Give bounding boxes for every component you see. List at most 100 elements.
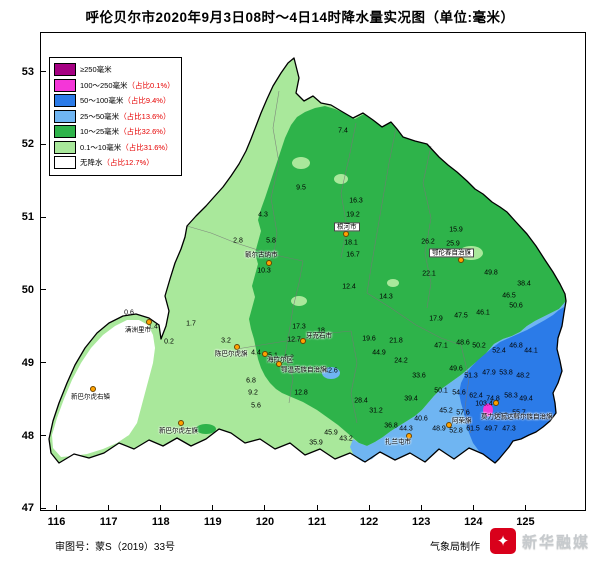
place-label: 海拉尔区 <box>267 356 293 364</box>
place-dot <box>406 433 412 439</box>
map-patch-green <box>196 424 216 434</box>
precip-value: 17.3 <box>292 323 306 331</box>
map-region-green <box>249 106 566 446</box>
precip-value: 51.3 <box>464 372 478 380</box>
legend-item: 10～25毫米 （占比32.6%） <box>54 124 175 140</box>
legend-swatch <box>54 63 76 77</box>
precip-value: 103.4 <box>475 400 493 408</box>
x-axis: 116 117 118 119 120 121 122 123 124 125 <box>42 514 586 532</box>
y-tick-label: 48 <box>21 429 34 442</box>
place-dot <box>343 231 349 237</box>
precip-value: 54.6 <box>452 389 466 397</box>
precip-value: 47.9 <box>482 369 496 377</box>
precip-value: 26.2 <box>421 238 435 246</box>
legend-item: 25～50毫米 （占比13.6%） <box>54 109 175 125</box>
precip-value: 40.6 <box>414 415 428 423</box>
precip-value: 57.6 <box>456 409 470 417</box>
precip-value: 44.9 <box>372 349 386 357</box>
precip-value: 68.2 <box>494 412 508 420</box>
precip-value: 50.1 <box>434 387 448 395</box>
legend-percentage: （占比32.6%） <box>119 127 171 137</box>
precip-value: 3.2 <box>221 337 231 345</box>
precip-value: 1.7 <box>186 320 196 328</box>
precip-value: 42.6 <box>324 367 338 375</box>
precip-value: 48.2 <box>516 372 530 380</box>
precip-value: 39.4 <box>404 395 418 403</box>
x-tick-label: 123 <box>412 516 431 528</box>
legend-item: ≥250毫米 <box>54 62 175 78</box>
place-label: 鄂伦春自治旗 <box>429 248 474 258</box>
precip-value: 6.2 <box>284 354 294 362</box>
precip-value: 52.8 <box>449 427 463 435</box>
precip-value: 52.4 <box>492 347 506 355</box>
x-tick-label: 122 <box>359 516 379 528</box>
precip-value: 49.7 <box>484 425 498 433</box>
place-dot <box>90 386 96 392</box>
precip-value: 5.6 <box>251 402 261 410</box>
precip-value: 5.8 <box>266 237 276 245</box>
legend-range-label: ≥250毫米 <box>80 65 112 75</box>
precip-value: 43.2 <box>339 435 353 443</box>
precip-value: 9.5 <box>296 184 306 192</box>
precip-value: 28.4 <box>354 397 368 405</box>
x-tick-label: 119 <box>203 516 222 528</box>
place-label: 根河市 <box>334 222 360 232</box>
precip-value: 12.8 <box>294 389 308 397</box>
legend-swatch <box>54 156 76 170</box>
precip-value: 7.4 <box>338 127 348 135</box>
precip-value: 46.1 <box>476 309 490 317</box>
place-label: 额尔古纳市 <box>245 251 278 259</box>
place-dot <box>146 319 152 325</box>
precip-value: 53.8 <box>499 369 513 377</box>
place-dot <box>262 351 268 357</box>
legend-item: 无降水 （占比12.7%） <box>54 155 175 171</box>
precip-value: 45.2 <box>439 407 453 415</box>
precip-value: 47.1 <box>434 342 448 350</box>
y-tick-label: 53 <box>21 65 34 78</box>
precip-value: 44.1 <box>524 347 538 355</box>
precip-value: 17.9 <box>429 315 443 323</box>
precip-value: 50.2 <box>472 342 486 350</box>
y-tick-label: 49 <box>21 356 34 369</box>
y-axis: 53 52 51 50 49 48 47 <box>0 34 37 515</box>
precip-value: 9.2 <box>248 389 258 397</box>
legend-range-label: 10～25毫米 <box>80 127 120 137</box>
xinhua-logo-icon: ✦ <box>489 528 516 554</box>
legend-range-label: 无降水 <box>80 158 103 168</box>
precip-value: 15.9 <box>449 226 463 234</box>
map-review-number: 审图号：蒙S（2019）33号 <box>55 542 176 553</box>
precip-value: 47.5 <box>454 312 468 320</box>
place-label: 莫力达瓦达斡尔族自治旗 <box>481 413 553 421</box>
place-dot <box>493 400 499 406</box>
legend-swatch <box>54 140 76 154</box>
precip-value: 0.2 <box>164 338 174 346</box>
watermark: ✦ 新华融媒 <box>489 528 590 554</box>
precip-value: 22.1 <box>422 270 436 278</box>
precip-value: 48.9 <box>432 425 446 433</box>
precip-value: 4.4 <box>251 349 261 357</box>
place-label: 阿荣旗 <box>452 417 472 425</box>
legend-item: 0.1～10毫米 （占比31.6%） <box>54 140 175 156</box>
place-dot <box>446 422 452 428</box>
watermark-text: 新华融媒 <box>521 533 590 551</box>
y-tick-label: 52 <box>21 138 34 151</box>
precip-value: 10.3 <box>257 267 271 275</box>
place-dot <box>458 257 464 263</box>
precip-value: 50.6 <box>509 302 523 310</box>
precip-value: 24.2 <box>394 357 408 365</box>
county-boundaries <box>186 90 472 434</box>
precip-value: 46.5 <box>502 292 516 300</box>
place-label: 满洲里市 <box>125 326 151 334</box>
precip-value: 4.3 <box>258 211 268 219</box>
legend-swatch <box>54 94 76 108</box>
map-patch-light-green <box>387 279 399 287</box>
precip-value: 45.9 <box>324 429 338 437</box>
precip-value: 18 <box>317 327 325 335</box>
precip-value: 16.3 <box>349 197 363 205</box>
precip-value: 14.3 <box>379 293 393 301</box>
precip-value: 58.3 <box>504 392 518 400</box>
precip-value: 49.4 <box>519 395 533 403</box>
legend-swatch <box>54 125 76 139</box>
page-title: 呼伦贝尔市2020年9月3日08时～4日14时降水量实况图（单位:毫米） <box>85 10 515 25</box>
legend-range-label: 0.1～10毫米 <box>80 142 122 152</box>
